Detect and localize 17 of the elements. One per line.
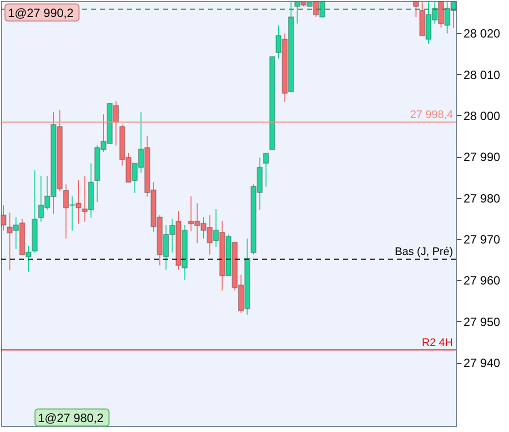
candlestick bbox=[263, 152, 269, 188]
candlestick bbox=[413, 0, 419, 18]
ref-line-label: R2 4H bbox=[422, 336, 454, 349]
y-tick-label: 28 010 bbox=[464, 68, 501, 82]
y-tick-label: 27 960 bbox=[464, 274, 501, 288]
y-tick-label: 27 970 bbox=[464, 232, 501, 247]
y-tick-label: 28 000 bbox=[464, 108, 501, 123]
candlestick bbox=[0, 204, 6, 231]
ref-line-label: Bas (J, Pré) bbox=[394, 246, 453, 258]
annotation: 1@27 990,2 bbox=[8, 6, 74, 20]
annotation: 1@27 980,2 bbox=[38, 411, 104, 425]
y-tick-label: 28 020 bbox=[464, 26, 501, 41]
ref-line-label: 27 998,4 bbox=[410, 109, 453, 122]
y-tick-label: 27 990 bbox=[464, 150, 501, 164]
y-tick-label: 27 940 bbox=[464, 356, 501, 370]
y-tick-label: 27 980 bbox=[464, 191, 501, 206]
y-tick-label: 27 950 bbox=[464, 314, 501, 329]
